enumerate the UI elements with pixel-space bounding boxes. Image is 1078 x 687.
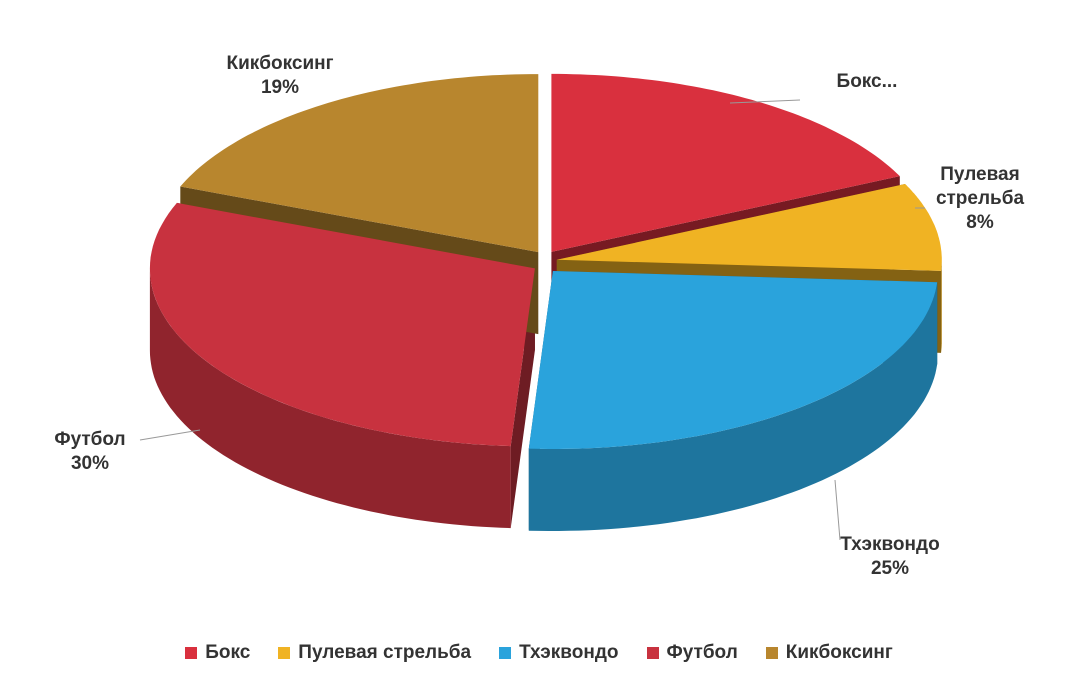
data-label-value: 25% xyxy=(870,558,910,579)
data-label-name: Футбол xyxy=(54,429,126,450)
legend-item: Тхэквондо xyxy=(499,642,619,664)
legend-swatch xyxy=(278,647,291,659)
data-label: Тхэквондо 25% xyxy=(820,533,960,581)
legend-item: Кикбоксинг xyxy=(765,642,893,664)
legend-swatch xyxy=(646,647,659,659)
legend-item: Пулевая стрельба xyxy=(278,642,471,664)
legend-swatch xyxy=(765,647,778,659)
legend-item: Футбол xyxy=(646,642,738,664)
legend-label: Футбол xyxy=(666,642,738,663)
slice-side xyxy=(941,259,942,353)
data-label-name: Пулевая стрельба xyxy=(935,164,1025,209)
legend: Бокс Пулевая стрельба Тхэквондо Футбол Кикбо… xyxy=(0,642,1078,664)
legend-label: Бокс xyxy=(205,642,251,663)
slice-side xyxy=(149,268,511,529)
data-label: Бокс... xyxy=(812,70,922,94)
data-label: Кикбоксинг 19% xyxy=(200,52,360,100)
leader-line xyxy=(729,99,801,104)
data-label-name: Тхэквондо xyxy=(840,534,940,555)
leader-line xyxy=(139,429,201,441)
data-label-name: Кикбоксинг xyxy=(226,53,334,74)
slice xyxy=(180,74,539,253)
data-label: Футбол 30% xyxy=(40,428,140,476)
data-label-name: Бокс... xyxy=(836,71,898,92)
legend-swatch xyxy=(185,647,198,659)
data-label-value: 19% xyxy=(260,77,300,98)
data-label-value: 8% xyxy=(966,212,994,233)
legend-label: Пулевая стрельба xyxy=(298,642,472,663)
legend-item: Бокс xyxy=(185,642,250,664)
leader-line xyxy=(834,479,841,541)
slice xyxy=(556,184,942,271)
legend-label: Тхэквондо xyxy=(519,642,619,663)
data-label-value: 30% xyxy=(70,453,110,474)
legend-swatch xyxy=(499,647,512,659)
legend-label: Кикбоксинг xyxy=(785,642,893,663)
slice xyxy=(551,73,900,252)
slice xyxy=(528,271,938,449)
slice xyxy=(149,202,535,447)
slice-side xyxy=(528,282,938,531)
data-label: Пулевая стрельба 8% xyxy=(925,163,1035,235)
